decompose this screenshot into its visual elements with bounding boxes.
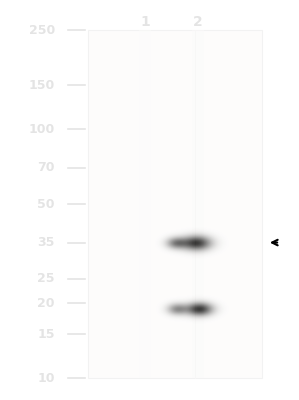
Text: 100: 100 xyxy=(29,122,55,136)
Text: 10: 10 xyxy=(37,372,55,384)
Text: 70: 70 xyxy=(37,161,55,174)
Text: 1: 1 xyxy=(140,15,150,29)
Text: 250: 250 xyxy=(29,24,55,36)
Text: 20: 20 xyxy=(37,296,55,310)
Bar xyxy=(139,30,151,378)
Text: 35: 35 xyxy=(38,236,55,249)
Text: 15: 15 xyxy=(37,328,55,341)
Text: 150: 150 xyxy=(29,79,55,92)
Text: 2: 2 xyxy=(193,15,203,29)
Text: 25: 25 xyxy=(37,272,55,286)
Text: 50: 50 xyxy=(37,198,55,210)
Bar xyxy=(192,30,204,378)
Bar xyxy=(88,30,262,378)
